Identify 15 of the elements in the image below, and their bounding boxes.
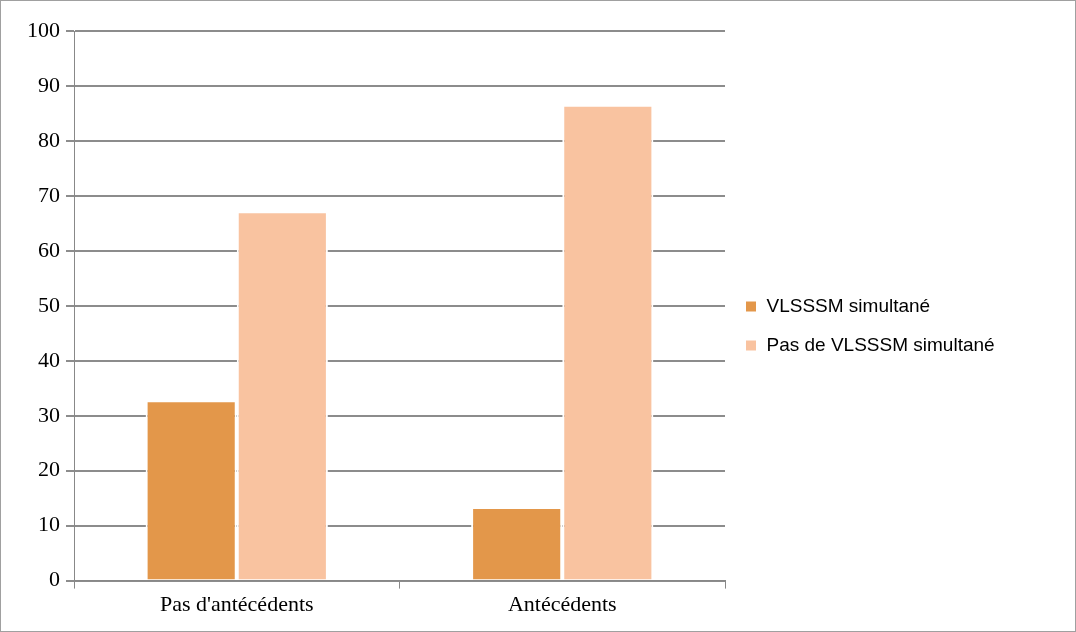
y-tick-label: 30 [38, 401, 60, 427]
legend-label: VLSSSM simultané [766, 294, 931, 316]
y-tick-label: 0 [49, 566, 60, 592]
y-tick-label: 80 [38, 126, 60, 152]
legend-label: Pas de VLSSSM simultané [766, 333, 995, 355]
y-tick-label: 90 [38, 71, 60, 97]
y-tick-label: 100 [27, 16, 60, 42]
y-tick-label: 50 [38, 291, 60, 317]
y-tick-label: 40 [38, 346, 60, 372]
x-tick-label: Pas d'antécédents [159, 590, 314, 616]
y-tick-label: 10 [38, 511, 60, 537]
y-tick-label: 70 [38, 181, 60, 207]
y-tick-label: 60 [38, 236, 60, 262]
x-tick-label: Antécédents [507, 590, 617, 616]
y-tick-label: 20 [38, 456, 60, 482]
